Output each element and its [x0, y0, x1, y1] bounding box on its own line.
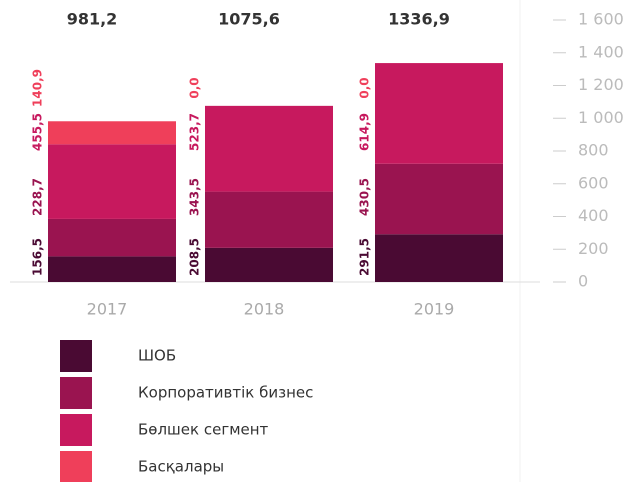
value-label: 0,0: [188, 77, 202, 98]
legend-swatch: [60, 451, 92, 483]
bar-segment: [375, 63, 503, 164]
value-label: 614,9: [358, 113, 372, 151]
y-tick-label: 1 600: [578, 10, 624, 29]
bar-segment: [48, 121, 176, 145]
value-label: 455,5: [31, 113, 45, 151]
y-tick-label: 1 000: [578, 108, 624, 127]
y-tick-label: 200: [578, 239, 609, 258]
total-label: 1075,6: [218, 10, 280, 29]
value-label: 0,0: [358, 77, 372, 98]
legend-swatch: [60, 414, 92, 446]
bar-segment: [48, 218, 176, 257]
legend-swatch: [60, 377, 92, 409]
value-label: 208,5: [188, 238, 202, 276]
bar-segment: [375, 234, 503, 282]
legend-label: Корпоративтік бизнес: [138, 384, 313, 402]
total-label: 981,2: [67, 10, 118, 29]
value-label: 291,5: [358, 238, 372, 276]
x-tick-label: 2017: [87, 300, 128, 319]
value-label: 523,7: [188, 113, 202, 151]
value-label: 343,5: [188, 178, 202, 216]
legend-swatch: [60, 340, 92, 372]
total-label: 1336,9: [388, 10, 450, 29]
legend-label: Басқалары: [138, 458, 224, 476]
y-tick-label: 400: [578, 206, 609, 225]
y-tick-label: 800: [578, 141, 609, 160]
x-tick-label: 2018: [244, 300, 285, 319]
value-label: 140,9: [31, 69, 45, 107]
bar-segment: [205, 191, 333, 248]
value-label: 228,7: [31, 178, 45, 216]
bar-segment: [375, 163, 503, 235]
y-tick-label: 0: [578, 272, 588, 291]
bar-segment: [48, 256, 176, 282]
legend-label: ШОБ: [138, 347, 176, 365]
value-label: 430,5: [358, 178, 372, 216]
y-tick-label: 1 200: [578, 75, 624, 94]
x-tick-label: 2019: [414, 300, 455, 319]
bar-segment: [205, 247, 333, 282]
value-label: 156,5: [31, 238, 45, 276]
bar-segment: [48, 144, 176, 219]
legend-label: Бөлшек сегмент: [138, 421, 269, 439]
bar-segment: [205, 105, 333, 192]
y-tick-label: 600: [578, 173, 609, 192]
y-tick-label: 1 400: [578, 42, 624, 61]
